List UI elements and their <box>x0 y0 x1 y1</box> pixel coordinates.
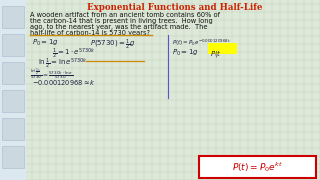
Text: $-0.000120968 \approx k$: $-0.000120968 \approx k$ <box>32 78 96 87</box>
Bar <box>2 90 24 112</box>
Text: $P(5730) = \frac{1}{2}g$: $P(5730) = \frac{1}{2}g$ <box>90 38 136 52</box>
FancyBboxPatch shape <box>199 156 316 178</box>
Text: the carbon-14 that is present in living trees.  How long: the carbon-14 that is present in living … <box>30 18 213 24</box>
Bar <box>0 0 26 180</box>
Text: $P(t$: $P(t$ <box>210 48 222 59</box>
Bar <box>2 6 24 28</box>
Text: $P_0 = 1g$: $P_0 = 1g$ <box>32 38 59 48</box>
Text: $\frac{1}{2} = 1 \cdot e^{5730k}$: $\frac{1}{2} = 1 \cdot e^{5730k}$ <box>52 47 96 61</box>
Text: A wooden artifact from an ancient tomb contains 60% of: A wooden artifact from an ancient tomb c… <box>30 12 220 18</box>
Bar <box>2 34 24 56</box>
Text: ago, to the nearest year, was the artifact made.  The: ago, to the nearest year, was the artifa… <box>30 24 207 30</box>
Text: $P_0 = 1g$: $P_0 = 1g$ <box>172 48 199 58</box>
Bar <box>2 118 24 140</box>
Bar <box>2 62 24 84</box>
Text: $P(t) = P_0 e^{kt}$: $P(t) = P_0 e^{kt}$ <box>232 160 283 174</box>
Text: Exponential Functions and Half-Life: Exponential Functions and Half-Life <box>87 3 263 12</box>
Text: $\frac{\ln(\frac{1}{2})}{5730} = \frac{5730k \cdot \ln e}{5730}$: $\frac{\ln(\frac{1}{2})}{5730} = \frac{5… <box>30 66 74 82</box>
Text: $P(t) = P_0 e^{-0.000120968t}$: $P(t) = P_0 e^{-0.000120968t}$ <box>172 38 231 48</box>
Text: $\ln\frac{1}{2} = \ln e^{5730k}$: $\ln\frac{1}{2} = \ln e^{5730k}$ <box>38 57 87 71</box>
FancyBboxPatch shape <box>207 42 236 53</box>
Text: half-life of carbon-14 is 5730 years?: half-life of carbon-14 is 5730 years? <box>30 30 150 36</box>
Bar <box>2 146 24 168</box>
